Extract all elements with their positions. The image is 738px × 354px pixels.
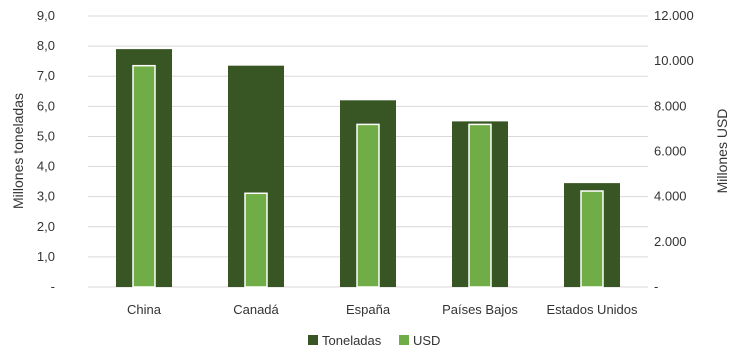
legend-swatch xyxy=(399,335,409,345)
left-axis-title: Millones toneladas xyxy=(10,93,26,209)
right-tick-label: - xyxy=(654,279,658,294)
right-tick-label: 8.000 xyxy=(654,98,687,113)
category-label: Países Bajos xyxy=(442,302,518,317)
category-label: China xyxy=(127,302,162,317)
left-tick-label: 3,0 xyxy=(37,189,55,204)
category-label: Estados Unidos xyxy=(546,302,638,317)
category-label: Canadá xyxy=(233,302,279,317)
left-axis-ticks: - 1,0 2,0 3,0 4,0 5,0 6,0 7,0 8,0 9,0 xyxy=(37,8,55,294)
bar-usd xyxy=(132,64,156,288)
right-axis-ticks: - 2.000 4.000 6.000 8.000 10.000 12.000 xyxy=(654,8,694,294)
left-tick-label: 7,0 xyxy=(37,68,55,83)
bar-usd xyxy=(244,192,268,288)
right-axis-title: Millones USD xyxy=(714,109,730,194)
right-tick-label: 10.000 xyxy=(654,53,694,68)
right-tick-label: 6.000 xyxy=(654,144,687,159)
left-tick-label: 6,0 xyxy=(37,98,55,113)
bar-usd xyxy=(580,190,604,288)
legend-swatch xyxy=(308,335,318,345)
legend-label: Toneladas xyxy=(322,333,382,348)
left-tick-label: 4,0 xyxy=(37,159,55,174)
left-tick-label: 5,0 xyxy=(37,128,55,143)
legend: Toneladas USD xyxy=(308,333,440,348)
left-tick-label: 1,0 xyxy=(37,249,55,264)
bars xyxy=(116,49,620,288)
left-tick-label: 2,0 xyxy=(37,219,55,234)
left-tick-label: 9,0 xyxy=(37,8,55,23)
left-tick-label: - xyxy=(51,279,55,294)
bar-usd xyxy=(468,123,492,288)
legend-label: USD xyxy=(413,333,440,348)
left-tick-label: 8,0 xyxy=(37,38,55,53)
category-label: España xyxy=(346,302,391,317)
right-tick-label: 12.000 xyxy=(654,8,694,23)
right-tick-label: 4.000 xyxy=(654,189,687,204)
right-tick-label: 2.000 xyxy=(654,234,687,249)
category-axis-ticks: China Canadá España Países Bajos Estados Uni… xyxy=(127,302,638,317)
bar-usd xyxy=(356,123,380,288)
